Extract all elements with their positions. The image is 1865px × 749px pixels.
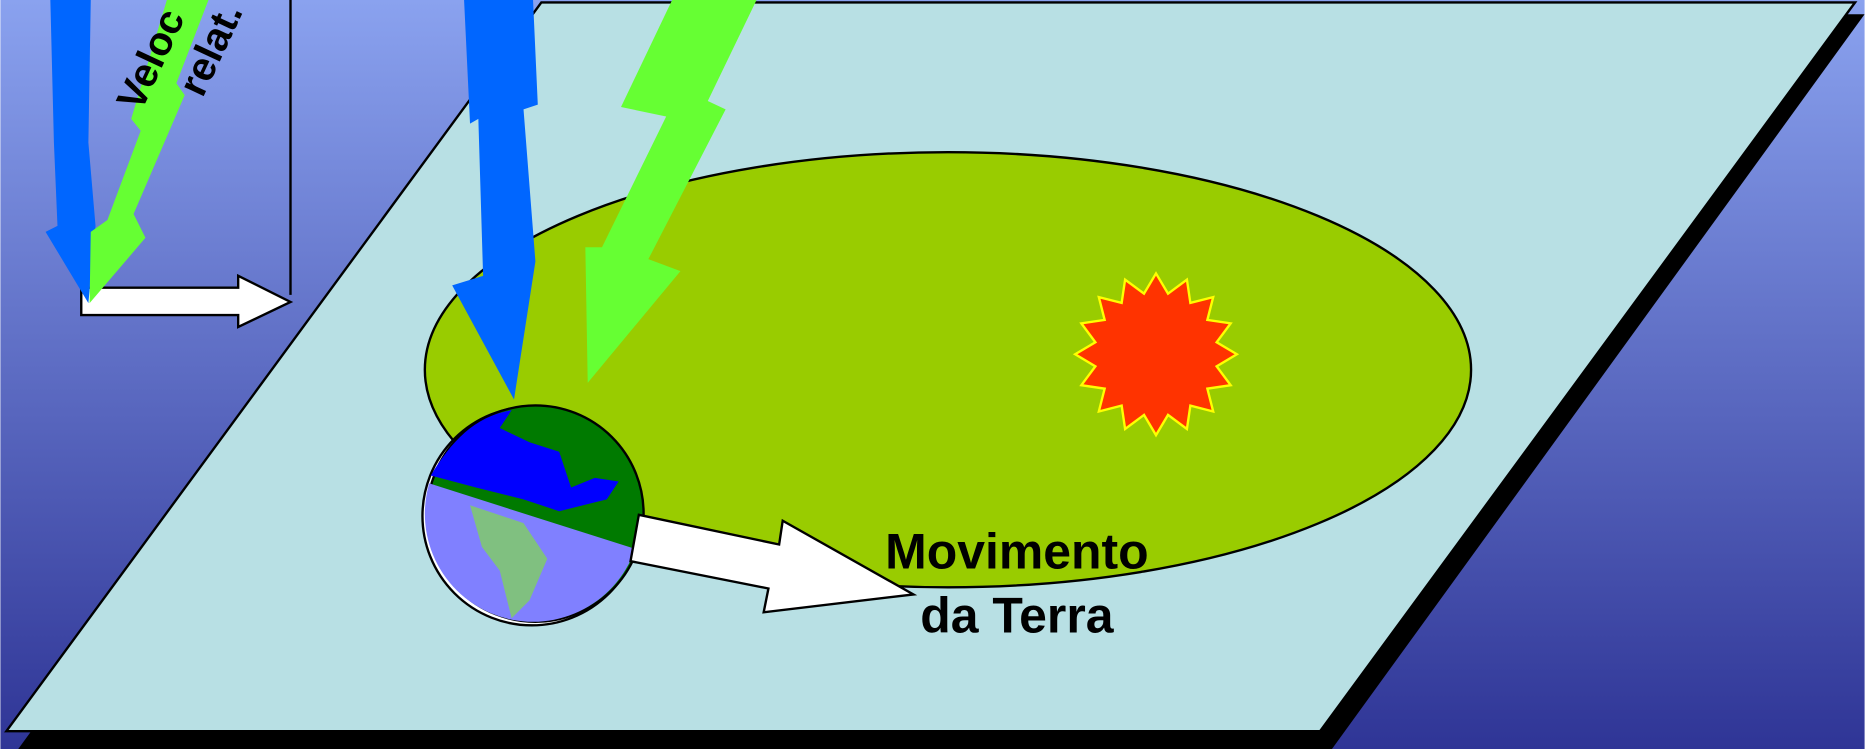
page: Veloc relat. Movimento da Terra (() => {… <box>0 0 1865 749</box>
motion-label: da Terra <box>920 587 1115 643</box>
sun <box>1075 273 1237 435</box>
motion-label: Movimento <box>885 523 1148 579</box>
diagram: Veloc relat. Movimento da Terra <box>0 0 1865 749</box>
earth <box>422 405 643 625</box>
